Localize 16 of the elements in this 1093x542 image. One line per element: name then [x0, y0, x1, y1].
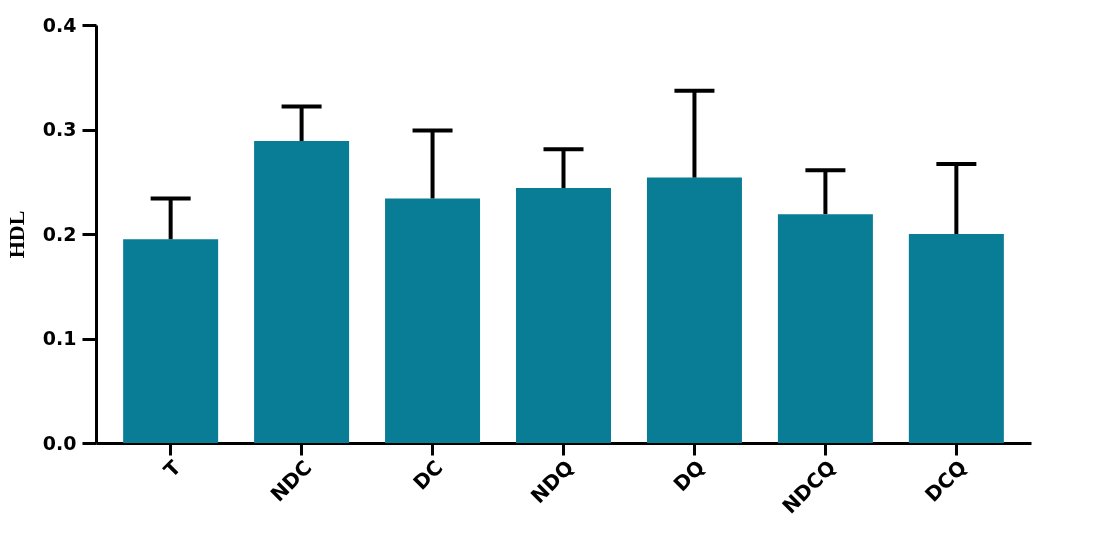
bar [908, 234, 1004, 443]
y-axis-title: HDL [3, 210, 29, 259]
x-tick-label: T [158, 455, 186, 483]
y-tick-label: 0.3 [42, 118, 77, 140]
x-tick-label: DQ [668, 455, 710, 497]
bar [254, 141, 350, 443]
bar [516, 188, 611, 443]
bar [123, 239, 219, 443]
x-tick-label: DC [408, 455, 448, 495]
bar [646, 177, 742, 443]
y-tick-label: 0.1 [42, 327, 77, 349]
y-tick-label: 0.0 [42, 431, 77, 454]
y-tick-label: 0.2 [42, 222, 77, 245]
y-tick-label: 0.4 [42, 13, 77, 36]
bar [385, 198, 481, 443]
bar [777, 214, 873, 443]
